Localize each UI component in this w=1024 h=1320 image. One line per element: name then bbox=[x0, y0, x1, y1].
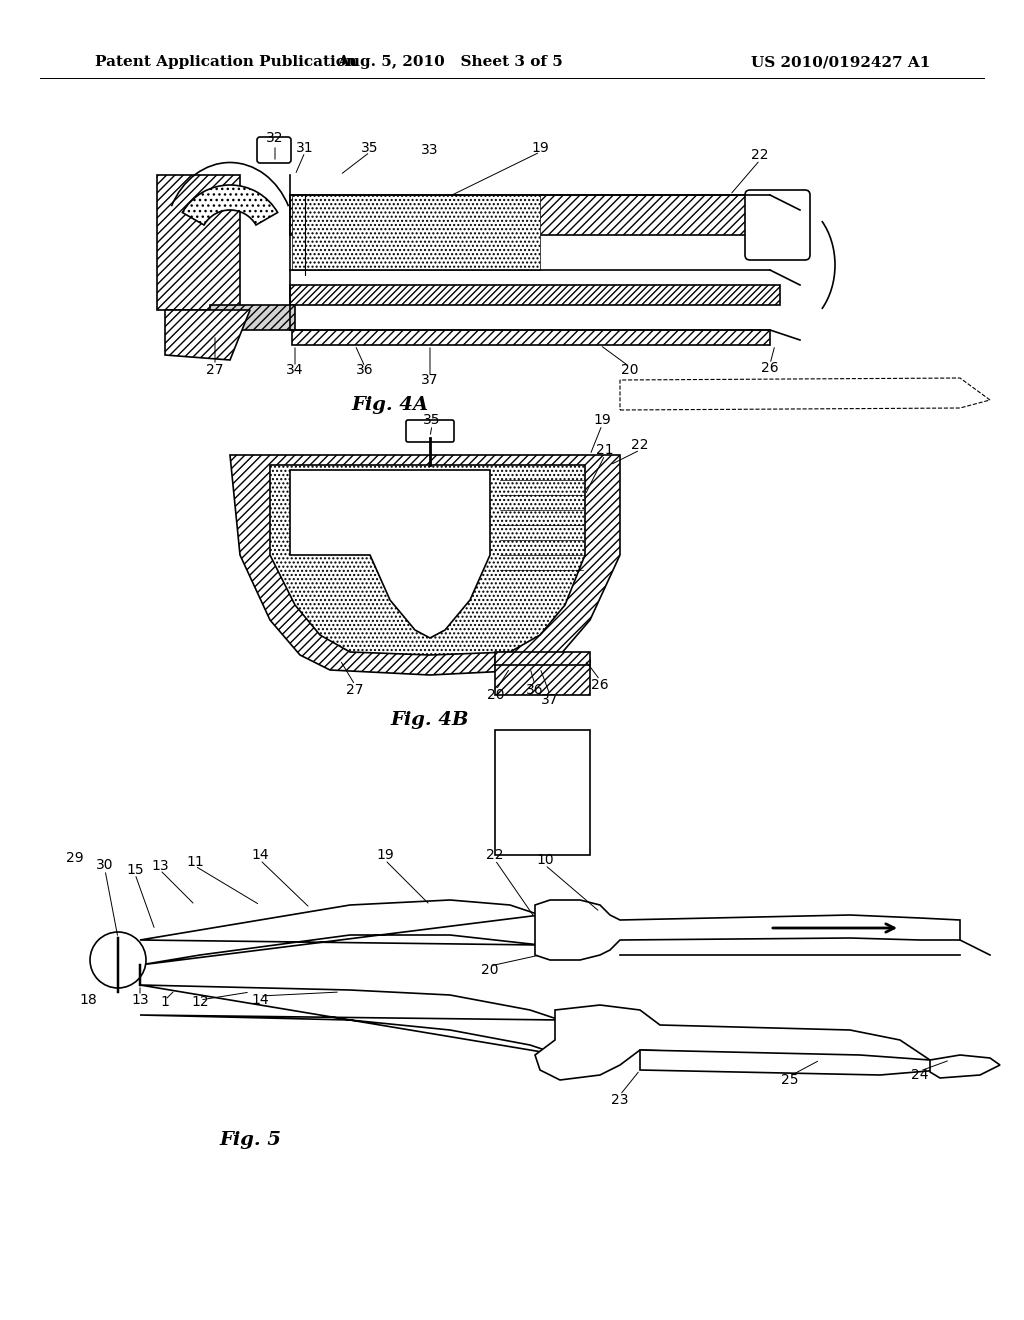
Polygon shape bbox=[157, 176, 240, 310]
Text: 37: 37 bbox=[421, 374, 438, 387]
Text: Aug. 5, 2010   Sheet 3 of 5: Aug. 5, 2010 Sheet 3 of 5 bbox=[337, 55, 563, 69]
Text: 14: 14 bbox=[251, 993, 269, 1007]
Text: 25: 25 bbox=[781, 1073, 799, 1086]
Polygon shape bbox=[290, 470, 490, 638]
Polygon shape bbox=[270, 465, 585, 655]
Text: 20: 20 bbox=[481, 964, 499, 977]
Text: 10: 10 bbox=[537, 853, 554, 867]
Polygon shape bbox=[290, 285, 780, 305]
Polygon shape bbox=[140, 985, 560, 1055]
Polygon shape bbox=[640, 1049, 940, 1074]
Text: 27: 27 bbox=[206, 363, 224, 378]
Polygon shape bbox=[535, 900, 961, 960]
FancyBboxPatch shape bbox=[406, 420, 454, 442]
Text: 36: 36 bbox=[356, 363, 374, 378]
Text: 36: 36 bbox=[526, 682, 544, 697]
Text: 37: 37 bbox=[542, 693, 559, 708]
Text: Fig. 4A: Fig. 4A bbox=[351, 396, 429, 414]
Text: 32: 32 bbox=[266, 131, 284, 145]
Text: 20: 20 bbox=[622, 363, 639, 378]
Text: 20: 20 bbox=[487, 688, 505, 702]
Text: 14: 14 bbox=[251, 847, 269, 862]
Text: 18: 18 bbox=[79, 993, 97, 1007]
Text: 31: 31 bbox=[296, 141, 313, 154]
Wedge shape bbox=[182, 185, 278, 224]
Polygon shape bbox=[292, 195, 540, 271]
Polygon shape bbox=[210, 305, 295, 330]
Text: 1: 1 bbox=[161, 995, 169, 1008]
Text: 19: 19 bbox=[376, 847, 394, 862]
Text: 30: 30 bbox=[96, 858, 114, 873]
Text: 11: 11 bbox=[186, 855, 204, 869]
Text: 22: 22 bbox=[486, 847, 504, 862]
Text: Fig. 4B: Fig. 4B bbox=[391, 711, 469, 729]
Polygon shape bbox=[535, 1005, 930, 1080]
Polygon shape bbox=[495, 660, 590, 696]
Text: 24: 24 bbox=[911, 1068, 929, 1082]
Text: 12: 12 bbox=[191, 995, 209, 1008]
Text: 27: 27 bbox=[346, 682, 364, 697]
Text: 35: 35 bbox=[423, 413, 440, 426]
Polygon shape bbox=[930, 1055, 1000, 1078]
Text: 13: 13 bbox=[152, 859, 169, 873]
Circle shape bbox=[90, 932, 146, 987]
Text: US 2010/0192427 A1: US 2010/0192427 A1 bbox=[751, 55, 930, 69]
Text: Fig. 5: Fig. 5 bbox=[219, 1131, 281, 1148]
Text: Patent Application Publication: Patent Application Publication bbox=[95, 55, 357, 69]
Text: 21: 21 bbox=[596, 444, 613, 457]
Polygon shape bbox=[230, 455, 620, 675]
Text: 29: 29 bbox=[67, 851, 84, 865]
FancyBboxPatch shape bbox=[257, 137, 291, 162]
Text: 35: 35 bbox=[361, 141, 379, 154]
Text: 22: 22 bbox=[631, 438, 649, 451]
Text: 33: 33 bbox=[421, 143, 438, 157]
Polygon shape bbox=[140, 900, 540, 965]
Polygon shape bbox=[292, 330, 770, 345]
Text: 13: 13 bbox=[131, 993, 148, 1007]
Text: 15: 15 bbox=[126, 863, 143, 876]
Polygon shape bbox=[495, 730, 590, 855]
Polygon shape bbox=[495, 652, 590, 665]
Text: 26: 26 bbox=[761, 360, 779, 375]
Text: 26: 26 bbox=[591, 678, 609, 692]
Polygon shape bbox=[290, 195, 780, 235]
Text: 34: 34 bbox=[287, 363, 304, 378]
Text: 23: 23 bbox=[611, 1093, 629, 1107]
Text: 19: 19 bbox=[531, 141, 549, 154]
Polygon shape bbox=[165, 310, 250, 360]
Text: 19: 19 bbox=[593, 413, 611, 426]
Text: 22: 22 bbox=[752, 148, 769, 162]
FancyBboxPatch shape bbox=[745, 190, 810, 260]
